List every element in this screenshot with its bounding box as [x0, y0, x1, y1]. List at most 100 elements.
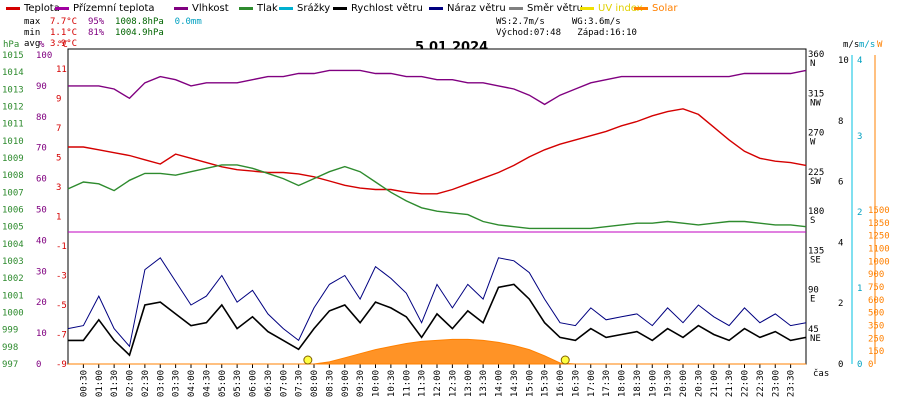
x-tick-label-7: 04:00: [187, 370, 197, 397]
legend-label-9: Solar: [652, 3, 678, 14]
axis-title-hpa: hPa: [3, 40, 20, 50]
x-tick-label-11: 06:00: [249, 370, 259, 397]
axis-degc-label-4: 3: [56, 183, 61, 193]
x-tick-label-27: 14:00: [495, 370, 505, 397]
axis-wm2-label-12: 0: [868, 360, 873, 370]
axis-dir-name-6: E: [810, 295, 815, 305]
axis-pct-label-10: 0: [36, 360, 41, 370]
axis-title-pct: %: [39, 40, 45, 50]
x-tick-label-8: 04:30: [202, 370, 212, 397]
axis-degc-label-0: 11: [56, 65, 67, 75]
legend: Teplota Přízemní teplota Vlhkost Tlak Srážky…: [0, 0, 900, 16]
axis-pct-label-9: 10: [36, 329, 47, 339]
axis-wm2-label-11: 150: [868, 347, 884, 357]
axis-dir-deg-7: 45: [808, 325, 819, 335]
stats-min-label: min: [24, 28, 41, 38]
series-tlak: [67, 164, 807, 230]
stats-max-temp: 7.7°C: [50, 17, 78, 27]
legend-item-0: Teplota: [6, 3, 60, 14]
stats-min-press: 1004.9hPa: [115, 28, 164, 38]
x-tick-label-15: 08:00: [310, 370, 320, 397]
legend-swatch-7: [509, 7, 523, 10]
x-tick-label-32: 16:30: [571, 370, 581, 397]
axis-degc-label-1: 9: [56, 95, 61, 105]
x-tick-label-39: 20:00: [679, 370, 689, 397]
axis-dir-deg-4: 180: [808, 207, 824, 217]
legend-item-4: Srážky: [279, 3, 330, 14]
x-tick-label-21: 11:00: [402, 370, 412, 397]
axis-wm2-label-2: 1250: [868, 232, 890, 242]
legend-label-3: Tlak: [257, 3, 278, 14]
series-náraz-větru: [67, 257, 807, 348]
x-tick-label-40: 20:30: [694, 370, 704, 397]
axis-degc-label-8: -5: [56, 301, 67, 311]
axis-degc-label-9: -7: [56, 331, 67, 341]
x-tick-label-3: 02:00: [126, 370, 136, 397]
axis-wm2-label-10: 250: [868, 334, 884, 344]
x-tick-label-37: 19:00: [648, 370, 658, 397]
axis-dir-deg-1: 315: [808, 89, 824, 99]
axis-degc-label-3: 5: [56, 154, 61, 164]
axis-dir-name-3: SW: [810, 177, 821, 187]
x-tick-label-25: 13:00: [464, 370, 474, 397]
axis-pct-label-4: 60: [36, 175, 47, 185]
x-tick-label-18: 09:30: [356, 370, 366, 397]
x-tick-label-42: 21:30: [725, 370, 735, 397]
x-tick-label-20: 10:30: [387, 370, 397, 397]
series-teplota: [68, 108, 807, 195]
axis-degc-label-5: 1: [56, 213, 61, 223]
legend-swatch-4: [279, 7, 293, 10]
axis-ms2-label-1: 3: [857, 132, 862, 142]
axis-ms-label-5: 0: [838, 360, 843, 370]
x-tick-label-10: 05:30: [233, 370, 243, 397]
axis-title-ms2: m/s: [859, 40, 876, 50]
axis-hpa-label-1: 1014: [2, 68, 24, 78]
stats-max-press: 1008.8hPa: [115, 17, 164, 27]
axis-title-degc: °C: [57, 40, 68, 50]
legend-item-2: Vlhkost: [174, 3, 229, 14]
legend-item-8: UV index: [580, 3, 643, 14]
x-tick-label-4: 02:30: [141, 370, 151, 397]
axis-title-time: čas: [813, 369, 830, 379]
x-tick-label-26: 13:30: [479, 370, 489, 397]
x-tick-label-14: 07:30: [295, 370, 305, 397]
x-tick-label-46: 23:30: [787, 370, 797, 397]
x-tick-label-17: 09:00: [341, 370, 351, 397]
legend-swatch-6: [429, 7, 443, 10]
legend-item-7: Směr větru: [509, 3, 583, 14]
axis-wm2-label-8: 500: [868, 309, 884, 319]
axis-dir-name-2: W: [810, 138, 816, 148]
stats-max-hum: 95%: [87, 17, 105, 27]
axis-hpa-label-6: 1009: [2, 154, 24, 164]
axis-pct-label-5: 50: [36, 206, 47, 216]
x-tick-label-38: 19:30: [664, 370, 674, 397]
x-tick-label-43: 22:00: [741, 370, 751, 397]
x-tick-label-24: 12:30: [448, 370, 458, 397]
axis-ms2-label-3: 1: [857, 284, 862, 294]
axis-pct-label-8: 20: [36, 298, 47, 308]
axis-pct-label-7: 30: [36, 267, 47, 277]
legend-item-1: Přízemní teplota: [55, 3, 155, 14]
x-tick-label-30: 15:30: [541, 370, 551, 397]
axis-wm2-label-7: 600: [868, 296, 884, 306]
axis-dir-deg-5: 135: [808, 246, 824, 256]
axis-title-ms1: m/s: [843, 40, 860, 50]
axis-hpa-label-18: 997: [2, 360, 18, 370]
axis-ms-label-4: 2: [838, 299, 843, 309]
axis-dir-deg-3: 225: [808, 168, 824, 178]
axis-dir-name-5: SE: [810, 255, 821, 265]
stats-min-temp: 1.1°C: [50, 28, 78, 38]
axis-dir-name-0: N: [810, 59, 815, 69]
axis-pct-label-3: 70: [36, 144, 47, 154]
stats-avg-label: avg: [24, 39, 41, 49]
axis-hpa-label-11: 1004: [2, 240, 24, 250]
x-tick-label-16: 08:30: [325, 370, 335, 397]
axis-hpa-label-8: 1007: [2, 188, 24, 198]
legend-swatch-2: [174, 7, 188, 10]
axis-dir-deg-0: 360: [808, 50, 824, 60]
x-tick-label-9: 05:00: [218, 370, 228, 397]
x-tick-label-5: 03:00: [156, 370, 166, 397]
legend-label-2: Vlhkost: [192, 3, 229, 14]
axis-hpa-label-17: 998: [2, 343, 18, 353]
